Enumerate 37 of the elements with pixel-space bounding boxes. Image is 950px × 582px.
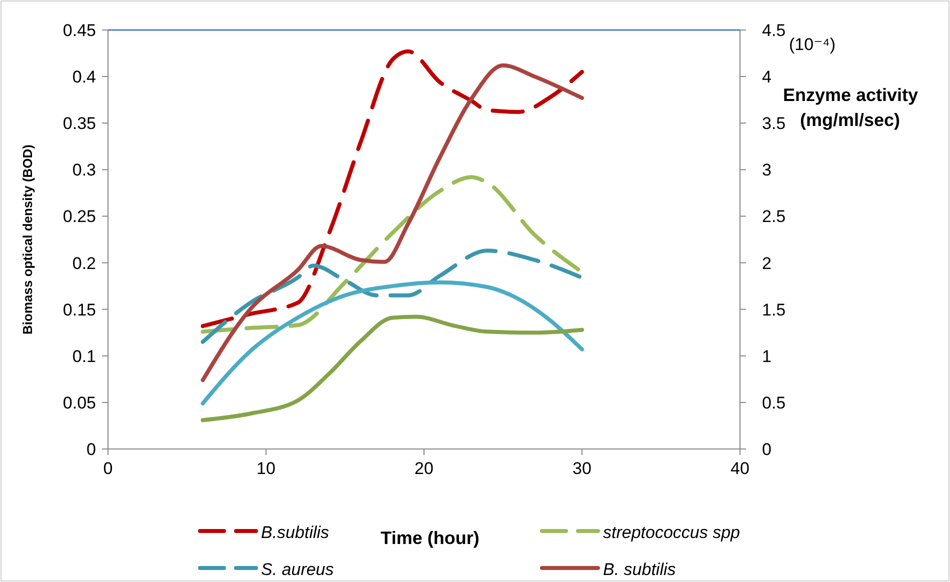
y2-tick-label: 3 (762, 160, 772, 180)
legend-label: S. aureus (261, 560, 334, 579)
y-tick-label: 0 (86, 440, 96, 459)
line-series (200, 280, 584, 406)
y2-tick-label: 2 (762, 254, 772, 273)
y2-tick-label: 2.5 (762, 207, 786, 226)
y2-tick-label: 4.5 (762, 21, 786, 40)
y2-tick-label: 0.5 (762, 393, 786, 412)
legend-label: streptococcus spp (603, 523, 740, 542)
line-series (200, 63, 584, 382)
x-tick-label: 10 (256, 459, 276, 478)
line-series (200, 248, 584, 344)
y-tick-label: 0.45 (62, 21, 96, 40)
y-axis-title: Biomass optical density (BOD) (20, 144, 35, 334)
x-tick-label: 0 (103, 459, 113, 478)
y2-tick-label: 1 (762, 346, 772, 366)
y-tick-label: 0.4 (72, 68, 96, 87)
x-axis-title: Time (hour) (380, 528, 480, 548)
y2-tick-label: 3.5 (762, 114, 786, 134)
y-tick-label: 0.15 (62, 300, 96, 320)
x-tick-label: 40 (730, 459, 750, 478)
text: (10⁻⁴) (789, 35, 836, 54)
y-tick-label: 0.1 (72, 346, 96, 366)
legend-label: B. subtilis (603, 560, 676, 579)
y-tick-label: 0.25 (62, 207, 96, 226)
legend-label: B.subtilis (261, 523, 330, 542)
y-tick-label: 0.2 (72, 254, 96, 273)
x-tick-label: 30 (572, 459, 592, 478)
y2-tick-label: 4 (762, 68, 772, 87)
y-tick-label: 0.05 (62, 393, 96, 412)
y-tick-label: 0.35 (62, 114, 96, 134)
y2-tick-label: 0 (762, 440, 772, 459)
line-series (200, 314, 584, 422)
y2-tick-label: 1.5 (762, 300, 786, 320)
line-series (200, 49, 584, 328)
y-tick-label: 0.3 (72, 160, 96, 180)
x-tick-label: 20 (414, 459, 434, 478)
